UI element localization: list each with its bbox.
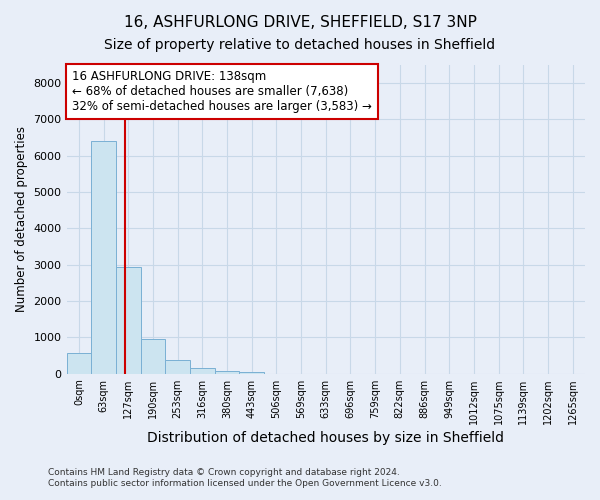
Bar	[67, 353, 91, 374]
X-axis label: Distribution of detached houses by size in Sheffield: Distribution of detached houses by size …	[147, 431, 504, 445]
Text: 16, ASHFURLONG DRIVE, SHEFFIELD, S17 3NP: 16, ASHFURLONG DRIVE, SHEFFIELD, S17 3NP	[124, 15, 476, 30]
Bar	[116, 266, 140, 374]
Bar	[215, 371, 239, 374]
Text: 16 ASHFURLONG DRIVE: 138sqm
← 68% of detached houses are smaller (7,638)
32% of : 16 ASHFURLONG DRIVE: 138sqm ← 68% of det…	[72, 70, 371, 112]
Bar	[239, 372, 264, 374]
Y-axis label: Number of detached properties: Number of detached properties	[15, 126, 28, 312]
Text: Size of property relative to detached houses in Sheffield: Size of property relative to detached ho…	[104, 38, 496, 52]
Bar	[140, 339, 165, 374]
Text: Contains HM Land Registry data © Crown copyright and database right 2024.
Contai: Contains HM Land Registry data © Crown c…	[48, 468, 442, 487]
Bar	[91, 142, 116, 374]
Bar	[165, 360, 190, 374]
Bar	[190, 368, 215, 374]
